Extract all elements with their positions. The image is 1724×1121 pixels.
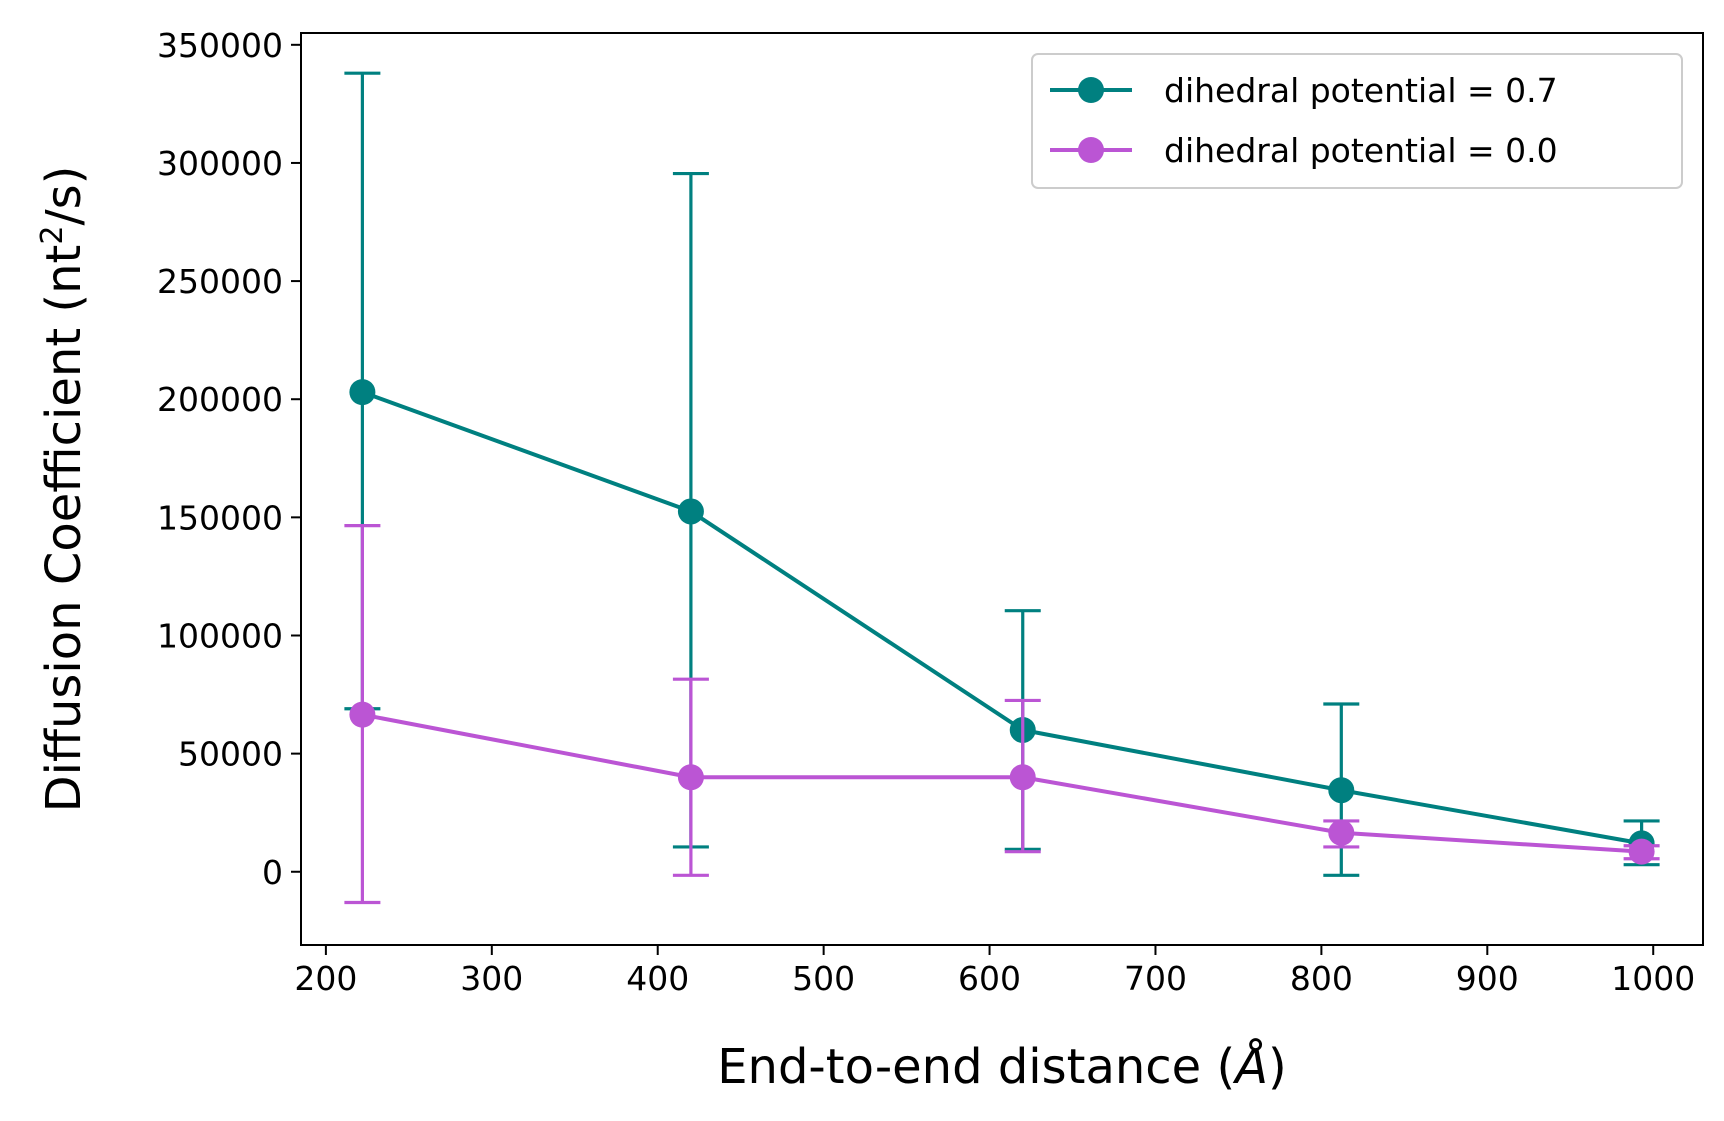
series-1 bbox=[344, 524, 1660, 905]
x-tick-label: 900 bbox=[1456, 959, 1519, 998]
legend-item: dihedral potential = 0.7 bbox=[1050, 71, 1558, 110]
x-tick-label: 500 bbox=[792, 959, 855, 998]
series-line bbox=[362, 712, 1642, 854]
data-point bbox=[677, 498, 704, 525]
data-point bbox=[1009, 764, 1036, 791]
y-tick-label: 50000 bbox=[178, 735, 283, 774]
data-point bbox=[349, 379, 376, 406]
x-tick-label: 700 bbox=[1124, 959, 1187, 998]
y-axis-title-close: /s) bbox=[36, 166, 92, 226]
y-tick-label: 250000 bbox=[157, 262, 283, 301]
series-0 bbox=[344, 71, 1660, 877]
legend-item: dihedral potential = 0.0 bbox=[1050, 131, 1558, 170]
data-point bbox=[1628, 838, 1655, 865]
x-axis-title-close: ) bbox=[1268, 1039, 1287, 1095]
legend-marker bbox=[1078, 77, 1104, 103]
y-tick-label: 300000 bbox=[157, 144, 283, 183]
y-tick-label: 150000 bbox=[157, 498, 283, 537]
y-tick-label: 100000 bbox=[157, 616, 283, 655]
y-axis-title-main: Diffusion Coefficient (nt bbox=[36, 245, 92, 813]
y-axis-title: Diffusion Coefficient (nt2/s) bbox=[35, 166, 92, 813]
x-tick-label: 1000 bbox=[1611, 959, 1695, 998]
legend: dihedral potential = 0.7 dihedral potenti… bbox=[1031, 53, 1683, 189]
x-tick-label: 400 bbox=[626, 959, 689, 998]
x-tick-label: 200 bbox=[294, 959, 357, 998]
legend-box bbox=[1031, 53, 1683, 189]
plot-area bbox=[344, 71, 1660, 905]
y-axis-title-superscript: 2 bbox=[35, 226, 70, 245]
axes-frame bbox=[300, 32, 1704, 946]
y-tick-label: 200000 bbox=[157, 380, 283, 419]
data-point bbox=[677, 764, 704, 791]
x-axis-title-unit: Å bbox=[1232, 1038, 1268, 1095]
x-tick-label: 600 bbox=[958, 959, 1021, 998]
legend-label: dihedral potential = 0.7 bbox=[1164, 71, 1558, 110]
y-axis: 0 50000 100000 150000 200000 250000 300000 3500… bbox=[157, 26, 301, 892]
x-tick-label: 300 bbox=[460, 959, 523, 998]
legend-marker bbox=[1078, 137, 1104, 163]
data-point bbox=[1328, 819, 1355, 846]
x-tick-label: 800 bbox=[1290, 959, 1353, 998]
y-tick-label: 350000 bbox=[157, 26, 283, 65]
legend-label: dihedral potential = 0.0 bbox=[1164, 131, 1558, 170]
x-axis: 200 300 400 500 600 700 800 900 1000 bbox=[294, 945, 1695, 998]
x-axis-title-main: End-to-end distance ( bbox=[717, 1039, 1235, 1095]
data-point bbox=[349, 701, 376, 728]
y-tick-label: 0 bbox=[262, 853, 283, 892]
x-axis-title: End-to-end distance (Å) bbox=[717, 1038, 1287, 1095]
data-point bbox=[1328, 777, 1355, 804]
